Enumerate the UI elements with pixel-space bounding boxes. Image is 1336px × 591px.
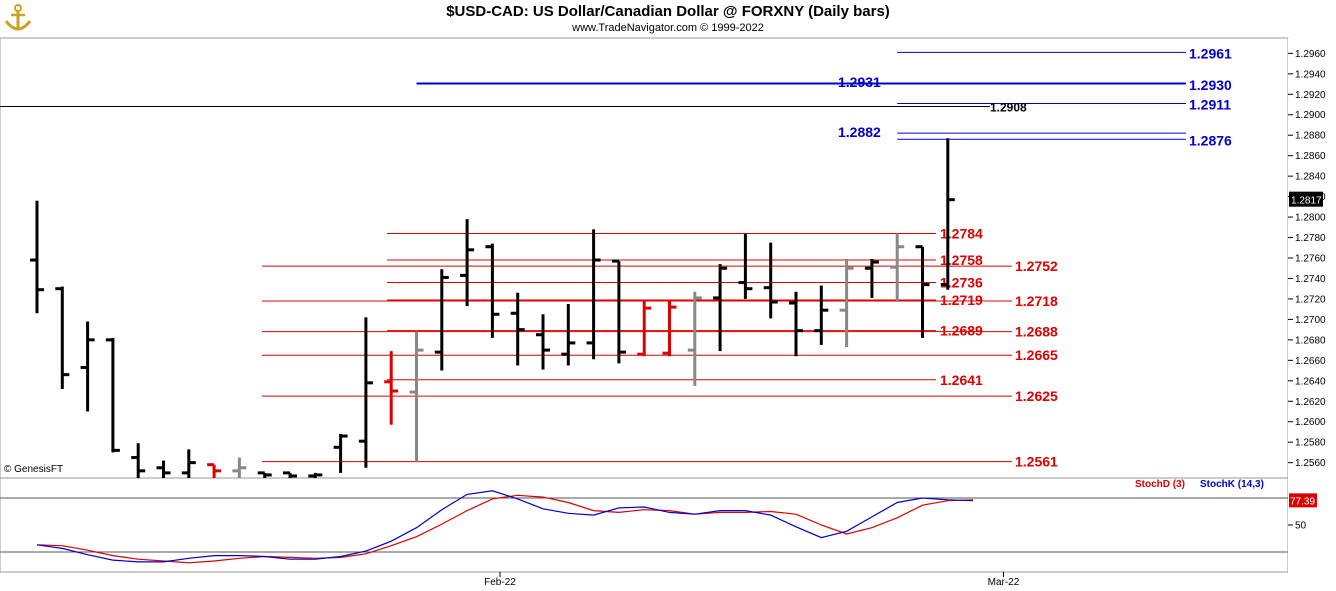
support-label: 1.2641 [940, 372, 983, 388]
ohlc-bar [890, 233, 905, 302]
y-tick-label: 1.2700 [1295, 315, 1326, 326]
resistance-label: 1.2930 [1189, 77, 1232, 93]
stoch-last-label: 77.39 [1290, 496, 1315, 507]
ohlc-bar [358, 317, 373, 468]
support-label: 1.2718 [1015, 293, 1058, 309]
stoch-series-line [36, 494, 974, 564]
y-tick-label: 1.2680 [1295, 335, 1326, 346]
x-tick-label: Mar-22 [988, 577, 1020, 588]
ohlc-bar [510, 292, 525, 366]
ohlc-bar [55, 286, 70, 389]
ohlc-bar [384, 351, 399, 425]
y-tick-label: 1.2600 [1295, 417, 1326, 428]
stoch-k-legend: StochK (14,3) [1200, 479, 1264, 490]
y-tick-label: 1.2860 [1295, 151, 1326, 162]
y-tick-label: 1.2580 [1295, 438, 1326, 449]
ohlc-bar [839, 259, 854, 348]
y-tick-label: 1.2920 [1295, 90, 1326, 101]
ohlc-bar [864, 259, 879, 298]
ohlc-bar [80, 321, 95, 412]
ohlc-bar [611, 259, 626, 364]
ohlc-bar [409, 331, 424, 462]
ohlc-bar [738, 233, 753, 299]
stochastic-panel: 50 StochD (3) StochK (14,3) 77.39 [0, 479, 1317, 564]
support-label: 1.2752 [1015, 258, 1058, 274]
y-tick-label: 1.2620 [1295, 397, 1326, 408]
ohlc-bar [434, 269, 449, 371]
support-label: 1.2665 [1015, 347, 1058, 363]
y-tick-label: 1.2740 [1295, 274, 1326, 285]
anchor-logo-icon [4, 4, 32, 31]
price-axis: 1.2960 1.2940 1.2920 1.2900 1.2880 1.2860 1.28… [1288, 49, 1326, 469]
stoch-y-tick-label: 50 [1295, 521, 1307, 532]
ohlc-bar [30, 200, 44, 314]
y-tick-label: 1.2660 [1295, 356, 1326, 367]
support-label: 1.2736 [940, 275, 983, 291]
chart-subtitle: www.TradeNavigator.com © 1999-2022 [572, 22, 764, 34]
ohlc-bar [308, 472, 323, 478]
support-label: 1.2758 [940, 252, 983, 268]
y-tick-label: 1.2960 [1295, 49, 1326, 60]
ohlc-bar [915, 245, 930, 338]
ohlc-bar [283, 471, 297, 478]
ohlc-bar [333, 434, 348, 473]
ohlc-bar [156, 460, 171, 478]
price-bars [30, 138, 955, 478]
resistance-label: 1.2882 [838, 124, 881, 140]
y-tick-label: 1.2800 [1295, 213, 1326, 224]
ohlc-bar [586, 229, 601, 360]
resistance-label: 1.2961 [1189, 45, 1232, 61]
support-label: 1.2784 [940, 225, 983, 241]
stoch-series-line [36, 490, 974, 563]
ohlc-bar [687, 291, 702, 386]
ohlc-bar [763, 242, 778, 319]
y-tick-label: 1.2900 [1295, 110, 1326, 121]
chart-header: $USD-CAD: US Dollar/Canadian Dollar @ FO… [0, 0, 1336, 38]
ohlc-bar [232, 457, 247, 478]
ohlc-bar [536, 314, 550, 370]
y-tick-label: 1.2640 [1295, 376, 1326, 387]
ohlc-bar [257, 471, 272, 478]
support-label: 1.2561 [1015, 454, 1058, 470]
x-tick-label: Feb-22 [484, 577, 516, 588]
ohlc-bar [637, 299, 652, 357]
ohlc-bar [814, 285, 829, 345]
resistance-label: 1.2911 [1189, 96, 1231, 112]
ohlc-bar [561, 304, 576, 366]
support-label: 1.2625 [1015, 388, 1058, 404]
ohlc-bar [485, 243, 500, 338]
y-tick-label: 1.2840 [1295, 172, 1326, 183]
support-label: 1.2689 [940, 323, 983, 339]
support-label: 1.2688 [1015, 324, 1058, 340]
support-label: 1.2719 [940, 292, 983, 308]
date-axis: Feb-22 Mar-22 [484, 572, 1020, 588]
level-lines: 1.2961 1.2930 1.2931 1.2911 1.2882 1.2876 1.29… [0, 45, 1232, 470]
ohlc-bar [181, 449, 196, 478]
ohlc-bar [105, 337, 120, 453]
chart-title: $USD-CAD: US Dollar/Canadian Dollar @ FO… [446, 3, 890, 20]
y-tick-label: 1.2560 [1295, 458, 1326, 469]
y-tick-label: 1.2780 [1295, 233, 1326, 244]
ohlc-bar [713, 264, 728, 352]
last-price-badge [1289, 191, 1323, 207]
ohlc-bar [460, 219, 475, 307]
y-tick-label: 1.2720 [1295, 294, 1326, 305]
y-tick-label: 1.2760 [1295, 254, 1326, 265]
ohlc-bar [131, 443, 146, 478]
ohlc-bar [662, 299, 677, 357]
stoch-last-badge [1289, 493, 1317, 508]
y-tick-label: 1.2940 [1295, 69, 1326, 80]
stoch-d-legend: StochD (3) [1135, 479, 1185, 490]
y-tick-label: 1.2880 [1295, 131, 1326, 142]
black-level-label: 1.2908 [990, 101, 1027, 115]
resistance-label: 1.2931 [838, 74, 881, 90]
resistance-label: 1.2876 [1189, 132, 1232, 148]
ohlc-bar [789, 291, 803, 357]
ohlc-bar [940, 138, 955, 290]
last-price-label: 1.2817 [1291, 196, 1322, 207]
watermark: © GenesisFT [4, 464, 63, 475]
ohlc-bar [207, 463, 222, 478]
